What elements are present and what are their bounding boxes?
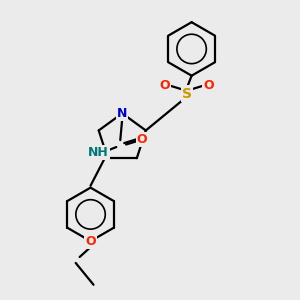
Text: O: O [160, 79, 170, 92]
Text: O: O [85, 235, 96, 248]
Text: O: O [137, 133, 147, 146]
Text: S: S [182, 86, 192, 100]
Text: NH: NH [88, 146, 109, 160]
Text: O: O [203, 79, 214, 92]
Text: N: N [117, 107, 128, 120]
